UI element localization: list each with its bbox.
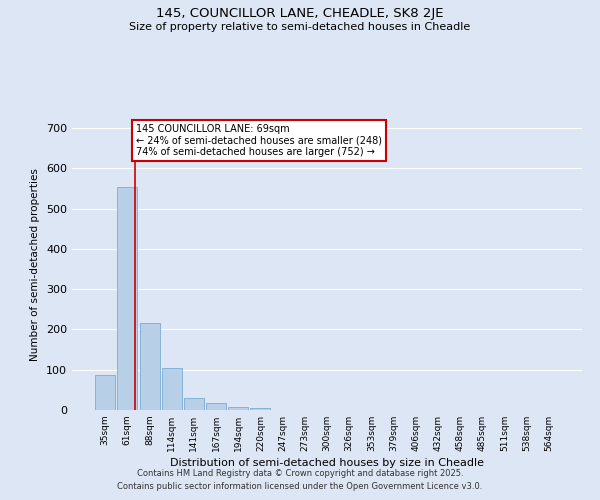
- Text: 145 COUNCILLOR LANE: 69sqm
← 24% of semi-detached houses are smaller (248)
74% o: 145 COUNCILLOR LANE: 69sqm ← 24% of semi…: [136, 124, 382, 157]
- Text: Size of property relative to semi-detached houses in Cheadle: Size of property relative to semi-detach…: [130, 22, 470, 32]
- Y-axis label: Number of semi-detached properties: Number of semi-detached properties: [31, 168, 40, 362]
- Bar: [118, 188, 137, 410]
- Bar: [228, 407, 248, 410]
- Bar: [250, 408, 271, 410]
- Text: 145, COUNCILLOR LANE, CHEADLE, SK8 2JE: 145, COUNCILLOR LANE, CHEADLE, SK8 2JE: [156, 8, 444, 20]
- Bar: [162, 368, 182, 410]
- Bar: [206, 403, 226, 410]
- Bar: [140, 324, 160, 410]
- Bar: [184, 398, 204, 410]
- Bar: [95, 374, 115, 410]
- Text: Contains HM Land Registry data © Crown copyright and database right 2025.: Contains HM Land Registry data © Crown c…: [137, 468, 463, 477]
- X-axis label: Distribution of semi-detached houses by size in Cheadle: Distribution of semi-detached houses by …: [170, 458, 484, 468]
- Text: Contains public sector information licensed under the Open Government Licence v3: Contains public sector information licen…: [118, 482, 482, 491]
